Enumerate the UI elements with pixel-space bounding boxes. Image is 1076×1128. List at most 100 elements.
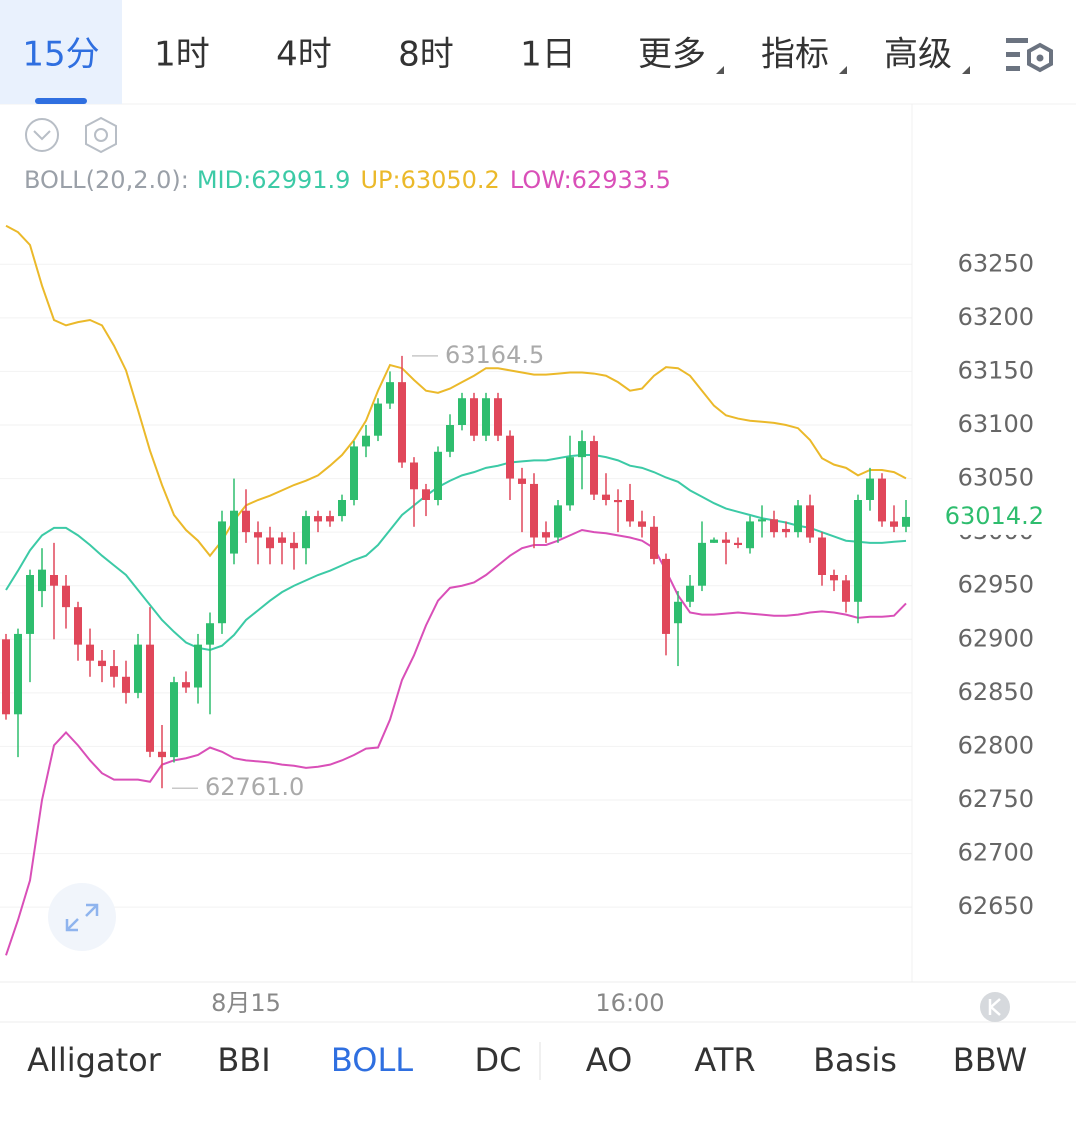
candle-body bbox=[278, 537, 286, 543]
legend-value: 62933.5 bbox=[572, 166, 671, 194]
k-icon[interactable] bbox=[980, 992, 1010, 1022]
y-tick-label: 63200 bbox=[958, 303, 1034, 331]
icon-circle bbox=[980, 992, 1010, 1022]
candle-body bbox=[2, 639, 10, 715]
candle-body bbox=[770, 519, 778, 533]
indicator-tab[interactable]: BBW bbox=[953, 1041, 1027, 1079]
candle-body bbox=[806, 505, 814, 538]
tab-label: 4时 bbox=[276, 35, 332, 75]
candle-body bbox=[146, 644, 154, 752]
candle-body bbox=[266, 537, 274, 549]
x-tick-label: 16:00 bbox=[595, 989, 664, 1017]
y-tick-label: 63150 bbox=[958, 356, 1034, 384]
candle-body bbox=[86, 644, 94, 661]
indicator-tab[interactable]: Basis bbox=[813, 1041, 897, 1079]
tab-label: 1时 bbox=[154, 35, 210, 75]
candle-body bbox=[458, 398, 466, 425]
candle-body bbox=[338, 500, 346, 517]
candle-body bbox=[62, 585, 70, 608]
candle-body bbox=[722, 539, 730, 543]
candle-body bbox=[410, 462, 418, 490]
indicator-tab[interactable]: DC bbox=[475, 1041, 522, 1079]
legend-name: LOW bbox=[510, 166, 564, 194]
tab[interactable]: 指标 bbox=[761, 35, 847, 75]
candle-body bbox=[542, 532, 550, 538]
icon-chevron bbox=[33, 130, 51, 141]
candle-body bbox=[782, 528, 790, 533]
legend-value: 62991.9 bbox=[251, 166, 350, 194]
candle-body bbox=[122, 676, 130, 693]
legend-separator: : bbox=[392, 166, 400, 194]
boll-line bbox=[5, 454, 907, 652]
boll-line bbox=[5, 224, 907, 558]
annotation-label: 62761.0 bbox=[205, 773, 304, 801]
indicator-tab[interactable]: BBI bbox=[217, 1041, 270, 1079]
y-tick-label: 62750 bbox=[958, 785, 1034, 813]
tab[interactable]: 高级 bbox=[884, 35, 970, 75]
icon-bar bbox=[1006, 52, 1020, 57]
candle-body bbox=[194, 644, 202, 688]
candle-body bbox=[182, 682, 190, 688]
indicator-tab[interactable]: Alligator bbox=[27, 1041, 162, 1079]
candle-body bbox=[350, 446, 358, 500]
candle-body bbox=[230, 510, 238, 554]
candle-body bbox=[170, 682, 178, 758]
candle-body bbox=[638, 521, 646, 527]
boll-line bbox=[5, 528, 907, 956]
candle-body bbox=[866, 478, 874, 500]
tab[interactable]: 更多 bbox=[638, 35, 724, 75]
candle-body bbox=[878, 478, 886, 522]
candle-body bbox=[890, 521, 898, 527]
candle-body bbox=[206, 623, 214, 645]
candle-body bbox=[614, 500, 622, 503]
candle-body bbox=[482, 398, 490, 436]
expand-button[interactable] bbox=[48, 883, 116, 951]
indicator-tab[interactable]: AO bbox=[586, 1041, 633, 1079]
candle-body bbox=[758, 519, 766, 522]
candle-body bbox=[302, 516, 310, 549]
indicator-tab[interactable]: BOLL bbox=[331, 1041, 413, 1079]
tab[interactable]: 15分 bbox=[0, 0, 122, 104]
y-tick-label: 62950 bbox=[958, 571, 1034, 599]
legend-name: MID bbox=[197, 166, 243, 194]
candle-body bbox=[326, 516, 334, 522]
y-tick-label: 63050 bbox=[958, 464, 1034, 492]
dropdown-marker bbox=[962, 66, 970, 74]
candle-body bbox=[398, 382, 406, 463]
collapse-icon[interactable] bbox=[25, 118, 59, 152]
candle-body bbox=[650, 526, 658, 559]
tab-selected-bg bbox=[0, 0, 122, 104]
indicator-tab[interactable]: ATR bbox=[694, 1041, 755, 1079]
settings-icon[interactable] bbox=[1006, 38, 1053, 73]
candle-body bbox=[830, 575, 838, 581]
tab[interactable]: 4时 bbox=[276, 35, 332, 75]
icon-bar bbox=[1006, 38, 1028, 43]
tab[interactable]: 8时 bbox=[398, 35, 454, 75]
last-price-tag bbox=[926, 498, 1056, 535]
candle-body bbox=[566, 457, 574, 506]
candle-body bbox=[362, 435, 370, 447]
settings-hex-icon[interactable] bbox=[85, 116, 117, 154]
y-tick-label: 63250 bbox=[958, 249, 1034, 277]
last-price-label: 63014.2 bbox=[945, 502, 1044, 530]
candle-body bbox=[470, 398, 478, 436]
grid bbox=[0, 263, 912, 908]
tab-label: 更多 bbox=[638, 35, 706, 75]
x-tick-label: 8月15 bbox=[211, 989, 281, 1017]
tab[interactable]: 1日 bbox=[520, 35, 576, 75]
tab-label: 指标 bbox=[761, 35, 829, 75]
candle-body bbox=[530, 483, 538, 538]
candle-body bbox=[290, 542, 298, 549]
candle-body bbox=[134, 644, 142, 693]
candle-body bbox=[14, 633, 22, 715]
tab[interactable]: 1时 bbox=[154, 35, 210, 75]
bottom-tabs: Alligator BBI BOLL DC AO ATR Basis BBW bbox=[27, 1041, 1027, 1079]
tab-label: 15分 bbox=[22, 35, 99, 75]
icon-arrow bbox=[85, 904, 98, 917]
candle-body bbox=[734, 542, 742, 545]
candle-body bbox=[818, 537, 826, 575]
candle-body bbox=[554, 505, 562, 538]
tab-label: 8时 bbox=[398, 35, 454, 75]
